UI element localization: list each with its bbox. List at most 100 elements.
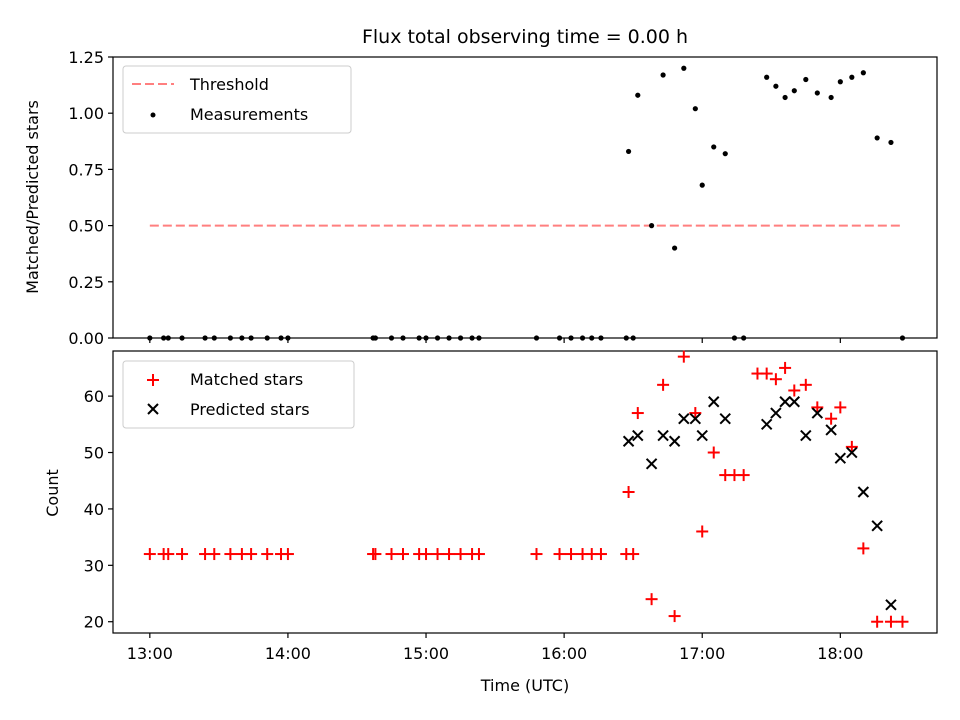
measurement-point — [388, 335, 395, 341]
measurement-point — [457, 335, 464, 341]
measurement-point — [692, 106, 698, 112]
measurement-point — [202, 335, 208, 341]
matched-star-point — [176, 548, 189, 561]
bottom-y-tick-label: 50 — [84, 444, 104, 463]
measurement-point — [568, 335, 574, 341]
measurement-point — [630, 335, 636, 341]
predicted-star-point — [622, 435, 635, 447]
top-legend: Threshold Measurements — [122, 65, 352, 134]
matched-star-point — [834, 401, 847, 414]
matched-star-point — [627, 548, 640, 561]
measurement-point — [227, 335, 233, 341]
top-y-tick-label: 0.25 — [68, 273, 104, 292]
predicted-star-point — [779, 396, 791, 408]
bottom-x-axis: 13:00 14:00 15:00 16:00 17:00 18:00 — [127, 633, 863, 663]
measurement-point — [165, 335, 171, 341]
measurement-point — [278, 335, 284, 341]
bottom-legend: Matched stars Predicted stars — [122, 360, 355, 429]
matched-star-point — [565, 548, 578, 561]
measurement-point — [803, 76, 809, 83]
measurement-point — [248, 335, 254, 341]
matched-star-point — [857, 542, 870, 555]
matched-star-point — [811, 401, 824, 414]
top-y-tick-label: 0.75 — [68, 160, 104, 179]
predicted-star-point — [657, 429, 669, 442]
matched-star-point — [369, 548, 382, 561]
predicted-star-point — [825, 424, 837, 436]
measurement-point — [849, 74, 855, 80]
measurement-point — [211, 335, 217, 341]
matched-star-point — [707, 446, 720, 459]
measurement-point — [264, 335, 270, 341]
measurement-point — [828, 94, 834, 101]
predicted-star-point — [632, 429, 644, 442]
measurements-legend-swatch — [150, 112, 156, 118]
matched-star-point — [622, 486, 635, 498]
bottom-plot-frame — [112, 350, 938, 634]
matched-star-point — [677, 350, 690, 363]
measurement-point — [179, 335, 185, 341]
measurement-point — [635, 92, 641, 98]
matched-star-point — [799, 378, 812, 391]
matched-star-point — [737, 469, 750, 482]
matched-star-point — [884, 615, 897, 628]
matched-star-point — [208, 548, 221, 561]
predicted-star-point — [857, 486, 870, 498]
bottom-x-tick-label: 16:00 — [541, 644, 587, 663]
measurement-point — [814, 90, 820, 96]
measurement-point — [623, 335, 629, 341]
measurement-point — [722, 151, 728, 157]
matched-legend-swatch — [147, 374, 159, 386]
matched-star-point — [871, 615, 884, 628]
matched-star-point — [530, 548, 543, 561]
matched-star-point — [143, 548, 156, 561]
matched-star-point — [845, 440, 858, 453]
predicted-star-point — [834, 452, 847, 464]
matched-star-point — [553, 548, 566, 561]
top-panel: 0.00 0.25 0.50 0.75 1.00 1.25 Matched/Predict… — [23, 48, 938, 348]
measurement-point — [731, 335, 738, 341]
count-points — [143, 350, 909, 628]
measurement-point — [899, 335, 906, 341]
measurement-point — [556, 335, 563, 341]
bottom-x-tick-label: 15:00 — [403, 644, 449, 663]
threshold-legend-label: Threshold — [189, 75, 269, 94]
measurement-point — [764, 74, 770, 80]
measurement-point — [372, 335, 378, 341]
matched-star-point — [385, 548, 398, 561]
predicted-star-point — [846, 446, 858, 459]
bottom-y-tick-label: 30 — [84, 556, 104, 575]
top-y-tick-label: 1.00 — [68, 104, 104, 123]
measurement-point — [469, 335, 475, 341]
matched-star-point — [472, 548, 485, 561]
measurement-point — [888, 139, 894, 146]
predicted-star-point — [696, 429, 708, 442]
matched-star-point — [245, 548, 258, 561]
measurement-points — [147, 65, 906, 341]
matched-star-point — [788, 384, 801, 397]
measurement-point — [533, 335, 540, 341]
matched-star-point — [594, 548, 607, 561]
predicted-legend-label: Predicted stars — [190, 400, 310, 419]
predicted-legend-swatch — [147, 403, 159, 415]
measurement-point — [598, 335, 604, 341]
measurement-point — [791, 88, 797, 94]
measurement-point — [161, 335, 167, 341]
bottom-x-tick-label: 13:00 — [127, 644, 173, 663]
predicted-star-point — [645, 458, 658, 470]
measurement-point — [660, 72, 666, 78]
bottom-x-tick-label: 18:00 — [817, 644, 863, 663]
measurement-point — [476, 335, 482, 341]
predicted-star-point — [689, 412, 702, 425]
bottom-y-tick-label: 40 — [84, 500, 104, 519]
bottom-y-tick-label: 60 — [84, 387, 104, 406]
x-axis-label: Time (UTC) — [480, 676, 569, 695]
measurement-point — [837, 79, 843, 85]
bottom-x-tick-label: 17:00 — [679, 644, 725, 663]
bottom-y-axis-label: Count — [43, 469, 62, 517]
measurement-point — [672, 245, 678, 251]
measurements-legend-label: Measurements — [190, 105, 308, 124]
matched-star-point — [668, 610, 681, 623]
predicted-star-point — [668, 435, 681, 447]
